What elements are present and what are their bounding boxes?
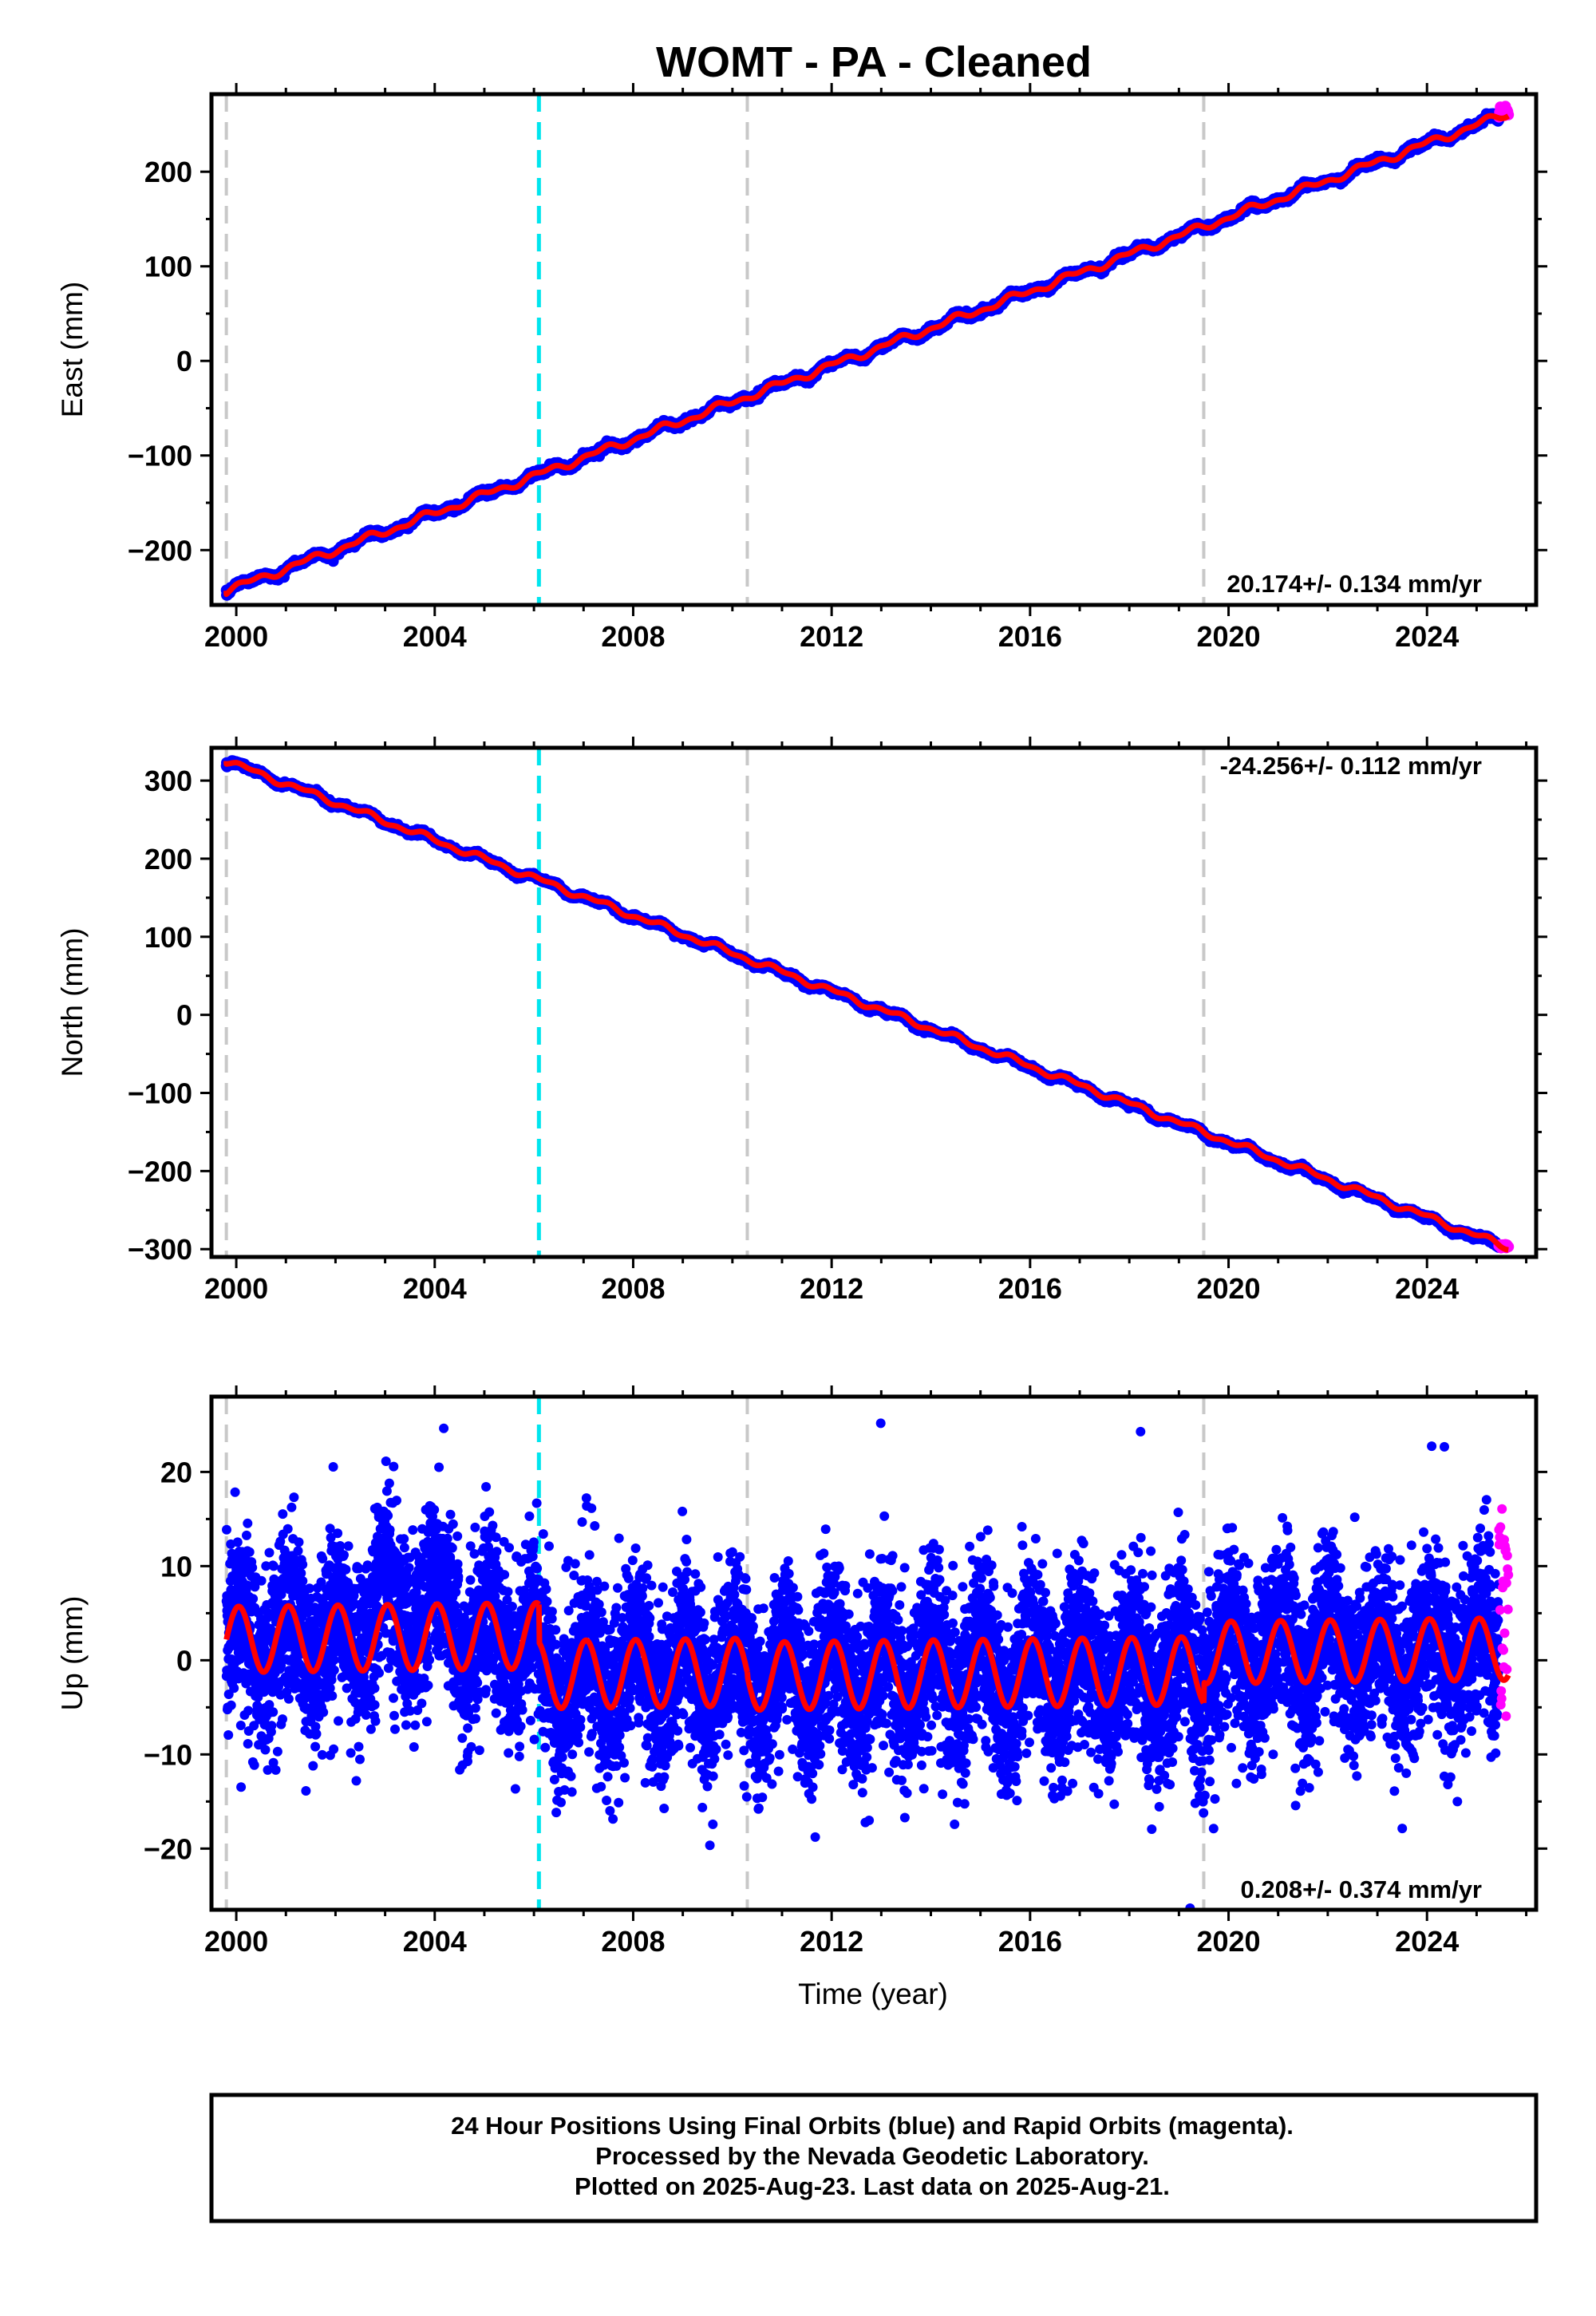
final-orbits-points — [220, 108, 1504, 601]
plot-area — [220, 755, 1515, 1254]
y-tick-label: 0 — [176, 345, 192, 377]
x-tick-label: 2008 — [601, 620, 665, 653]
figure-title: WOMT - PA - Cleaned — [656, 38, 1092, 86]
y-axis-label: East (mm) — [56, 282, 89, 418]
x-tick-label: 2004 — [403, 620, 467, 653]
y-tick-label: −200 — [128, 534, 192, 567]
y-tick-label: 100 — [144, 251, 192, 283]
x-tick-label: 2000 — [204, 620, 268, 653]
north-panel: 2000 2004 2008 2012 2016 2020 2024−300−200−100… — [56, 737, 1547, 1305]
y-tick-label: 200 — [144, 156, 192, 188]
plot-area — [220, 101, 1515, 601]
y-tick-label: −100 — [128, 440, 192, 472]
x-tick-label: 2020 — [1196, 620, 1260, 653]
x-tick-label: 2024 — [1395, 620, 1459, 653]
east-panel: 2000 2004 2008 2012 2016 2020 2024 −200 −100 0 100… — [56, 83, 1547, 653]
x-tick-label: 2012 — [800, 620, 863, 653]
velocity-rate-label: 20.174+/- 0.134 mm/yr — [1227, 570, 1482, 598]
x-tick-label: 2016 — [998, 620, 1062, 653]
